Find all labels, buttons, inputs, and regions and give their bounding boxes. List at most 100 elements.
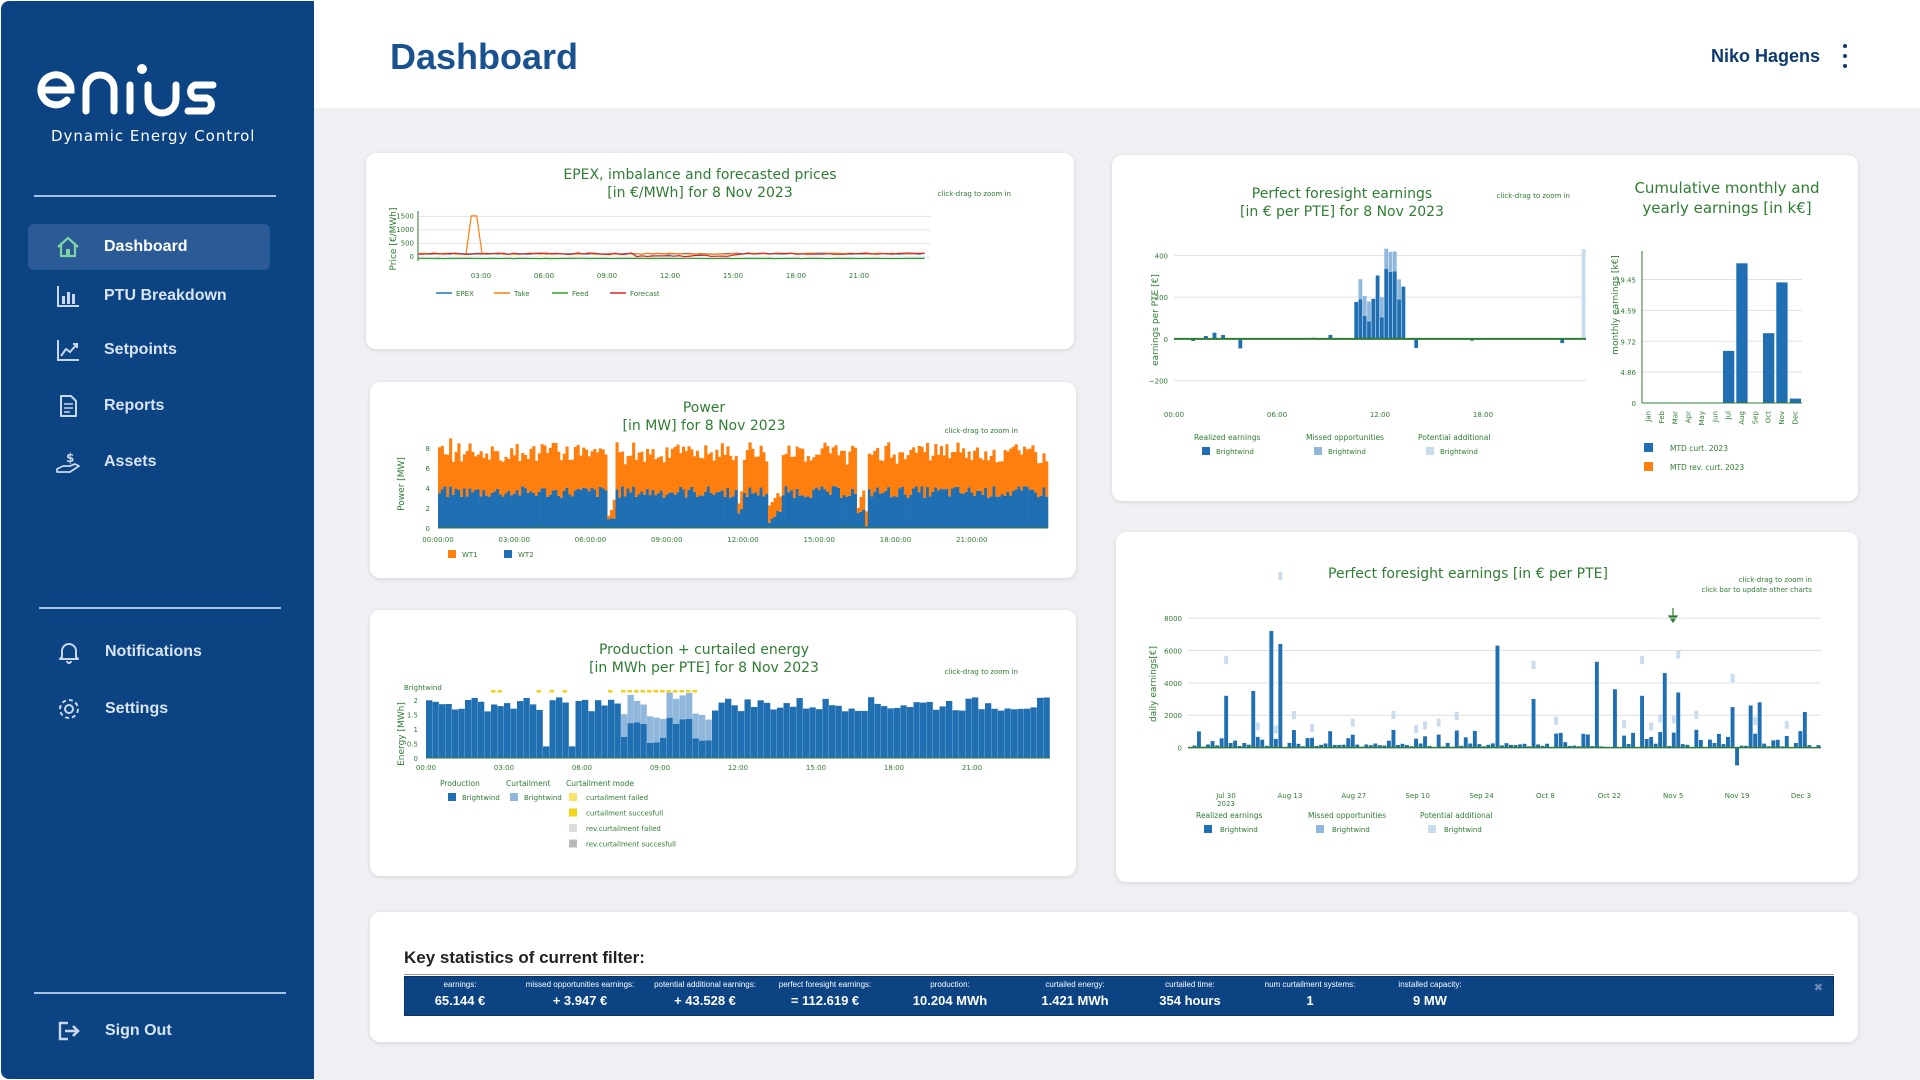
sidebar-item-reports[interactable]: Reports <box>28 383 270 429</box>
power-bar-wt1 <box>529 448 533 492</box>
power-bar-wt1 <box>773 497 777 517</box>
chart-title: Perfect foresight earnings <box>1252 186 1432 202</box>
stat-item: missed opportunities earnings: + 3.947 € <box>515 980 645 1008</box>
power-bar-wt2 <box>571 496 575 528</box>
power-bar-wt1 <box>865 511 869 527</box>
power-bar-wt1 <box>701 458 705 496</box>
curtailment-mode-marker <box>536 690 541 693</box>
daily-earnings-bar <box>1246 744 1251 748</box>
sidebar-item-notifications[interactable]: Notifications <box>29 629 271 675</box>
power-bar-wt1 <box>596 452 600 497</box>
power-bar-wt2 <box>607 519 611 528</box>
legend-label: Brightwind <box>1220 826 1258 834</box>
stat-label: production: <box>930 980 970 989</box>
power-bar-wt2 <box>512 493 516 528</box>
power-bar-wt1 <box>474 456 478 490</box>
user-name[interactable]: Niko Hagens <box>1711 46 1821 66</box>
earnings-bar <box>1191 338 1195 341</box>
daily-earnings-bar <box>1251 690 1256 748</box>
row-label: Brightwind <box>404 684 442 692</box>
daily-earnings-bar <box>1717 733 1721 748</box>
power-bar-wt2 <box>998 496 1002 528</box>
more-menu-icon[interactable] <box>1838 44 1852 68</box>
tick-label: 8000 <box>1164 615 1182 623</box>
tick-label: 500 <box>401 239 414 247</box>
tick-label: 19.45 <box>1616 277 1636 285</box>
daily-earnings-bar <box>1228 743 1233 748</box>
power-bar-wt2 <box>665 494 669 528</box>
production-chart[interactable]: Production + curtailed energy [in MWh pe… <box>370 610 1076 876</box>
power-bar-wt1 <box>737 503 741 514</box>
sidebar-item-setpoints[interactable]: Setpoints <box>28 327 270 373</box>
potential-bar <box>1350 718 1355 727</box>
power-bar-wt1 <box>454 452 458 489</box>
power-bar-wt1 <box>956 442 960 487</box>
power-bar-wt2 <box>937 490 941 528</box>
power-chart[interactable]: Power [in MW] for 8 Nov 2023 click-drag … <box>370 382 1076 578</box>
power-bar-wt2 <box>676 492 680 528</box>
legend-swatch <box>1644 443 1653 452</box>
power-bar-wt1 <box>951 452 955 489</box>
stat-label: curtailed time: <box>1165 980 1215 989</box>
daily-earnings-bar <box>1215 745 1219 748</box>
power-bar-wt2 <box>682 489 686 528</box>
foresight-chart[interactable]: Perfect foresight earnings [in € per PTE… <box>1112 155 1858 501</box>
power-bar-wt2 <box>463 488 467 528</box>
power-bar-wt2 <box>526 493 530 528</box>
power-bar-wt1 <box>1017 450 1021 487</box>
production-bar <box>640 724 647 758</box>
power-bar-wt2 <box>870 496 874 528</box>
sign-out-button[interactable]: Sign Out <box>29 1008 271 1054</box>
production-bar <box>744 699 751 758</box>
power-bar-wt1 <box>659 456 663 491</box>
power-bar-wt2 <box>995 496 999 528</box>
power-bar-wt2 <box>551 490 555 528</box>
production-bar <box>959 710 966 758</box>
production-bar <box>751 707 758 758</box>
axis-label: Power [MW] <box>397 457 407 511</box>
daily-earnings-bar <box>1264 745 1269 748</box>
potential-bar <box>1436 718 1441 727</box>
daily-earnings-chart[interactable]: Perfect foresight earnings [in € per PTE… <box>1116 532 1858 882</box>
daily-earnings-bar <box>1572 745 1577 748</box>
power-bar-wt2 <box>903 494 907 528</box>
stat-label: perfect foresight earnings: <box>778 980 872 989</box>
power-bar-wt2 <box>951 488 955 528</box>
close-icon[interactable]: ✖ <box>1813 982 1823 994</box>
power-bar-wt1 <box>463 454 467 489</box>
earnings-bar <box>1414 338 1419 348</box>
power-bar-wt2 <box>848 495 852 528</box>
document-icon <box>55 393 81 419</box>
daily-earnings-bar <box>1698 740 1703 748</box>
daily-earnings-bar <box>1459 745 1464 748</box>
power-bar-wt2 <box>798 495 802 528</box>
axis-label: monthly earnings [k€] <box>1611 255 1621 355</box>
legend-label: Feed <box>572 290 589 298</box>
prices-chart[interactable]: EPEX, imbalance and forecasted prices [i… <box>366 153 1074 349</box>
sidebar-item-label: Dashboard <box>104 238 188 255</box>
missed-bar <box>1358 279 1363 300</box>
power-bar-wt2 <box>482 490 486 528</box>
sidebar-item-settings[interactable]: Settings <box>29 686 271 732</box>
daily-earnings-bar <box>1748 705 1753 748</box>
power-bar-wt2 <box>956 486 960 528</box>
sidebar-item-dashboard[interactable]: Dashboard <box>28 224 270 270</box>
power-bar-wt1 <box>457 443 461 490</box>
power-bar-wt2 <box>878 493 882 528</box>
sidebar-item-assets[interactable]: $ Assets <box>28 439 270 485</box>
power-bar-wt1 <box>762 452 766 497</box>
daily-earnings-bar <box>1581 733 1586 748</box>
power-bar-wt2 <box>632 486 636 528</box>
daily-earnings-bar <box>1206 744 1210 748</box>
tick-label: 21:00 <box>849 272 869 280</box>
daily-earnings-bar <box>1355 744 1360 748</box>
production-bar <box>569 746 576 758</box>
daily-earnings-bar <box>1735 747 1739 766</box>
sidebar-item-ptu-breakdown[interactable]: PTU Breakdown <box>28 273 270 319</box>
power-bar-wt1 <box>837 455 841 488</box>
daily-earnings-bar <box>1495 645 1500 748</box>
enius-logo[interactable] <box>33 43 243 123</box>
tick-label: 0 <box>1164 336 1168 344</box>
power-bar-wt1 <box>698 457 702 496</box>
power-bar-wt2 <box>695 496 699 528</box>
